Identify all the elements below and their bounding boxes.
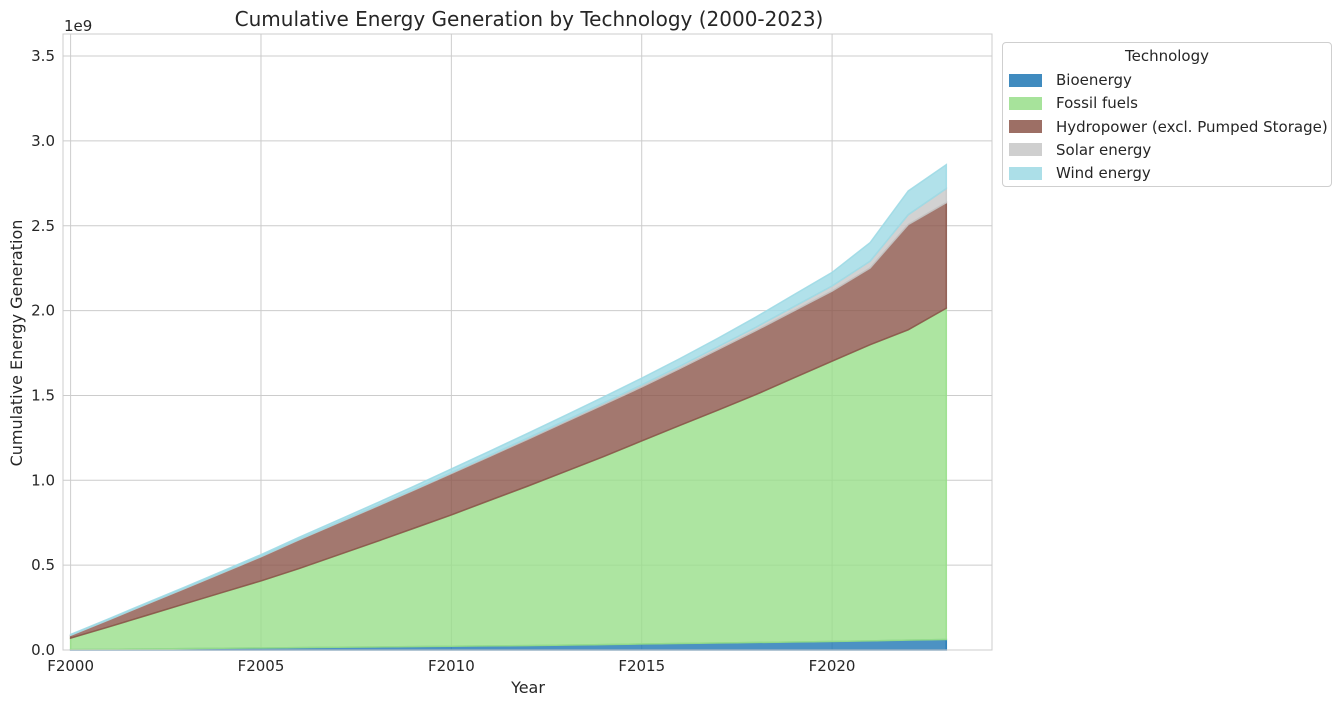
legend-item-wind-energy: Wind energy	[1009, 163, 1151, 183]
legend-item-hydropower-excl-pumped-storage: Hydropower (excl. Pumped Storage)	[1009, 117, 1328, 137]
plot-frame	[62, 33, 993, 651]
legend-title: Technology	[1124, 47, 1210, 65]
y-tick-label: 2.5	[31, 217, 55, 235]
x-axis-label: Year	[510, 678, 545, 697]
tick-labels: 0.0 0.5 1.0 1.5 2.0 2.5 3.0 3.5 F2000 F2005 F2010 F…	[31, 47, 855, 675]
y-tick-label: 3.0	[31, 132, 55, 150]
legend-label: Hydropower (excl. Pumped Storage)	[1056, 117, 1328, 136]
x-tick-label: F2020	[809, 657, 856, 675]
x-tick-label: F2010	[428, 657, 475, 675]
legend-label: Wind energy	[1056, 164, 1151, 183]
legend-label: Solar energy	[1056, 140, 1152, 159]
y-tick-label: 3.5	[31, 47, 55, 65]
y-tick-label: 0.5	[31, 556, 55, 574]
legend-swatch	[1009, 143, 1042, 157]
legend-item-fossil-fuels: Fossil fuels	[1009, 93, 1138, 113]
legend-item-bioenergy: Bioenergy	[1009, 70, 1132, 90]
legend-label: Fossil fuels	[1056, 94, 1139, 113]
legend-swatch	[1009, 73, 1042, 87]
y-scale-label: 1e9	[64, 17, 92, 35]
legend-swatch	[1009, 96, 1042, 110]
y-tick-label: 2.0	[31, 302, 55, 320]
area-series-group	[69, 163, 948, 651]
x-tick-label: F2005	[238, 657, 285, 675]
y-axis-label: Cumulative Energy Generation	[7, 220, 26, 467]
y-tick-label: 1.5	[31, 386, 55, 404]
x-tick-label: F2015	[618, 657, 665, 675]
legend-swatch	[1009, 120, 1042, 134]
legend-swatch	[1009, 166, 1042, 180]
legend: Technology Bioenergy Fossil fuels Hydropow…	[1002, 42, 1332, 187]
y-tick-label: 1.0	[31, 471, 55, 489]
area-wind-energy	[69, 163, 948, 637]
x-tick-label: F2000	[47, 657, 94, 675]
legend-label: Bioenergy	[1056, 71, 1132, 89]
y-tick-label: 0.0	[31, 641, 55, 659]
chart-title: Cumulative Energy Generation by Technolo…	[235, 7, 824, 31]
legend-item-solar-energy: Solar energy	[1009, 140, 1151, 160]
